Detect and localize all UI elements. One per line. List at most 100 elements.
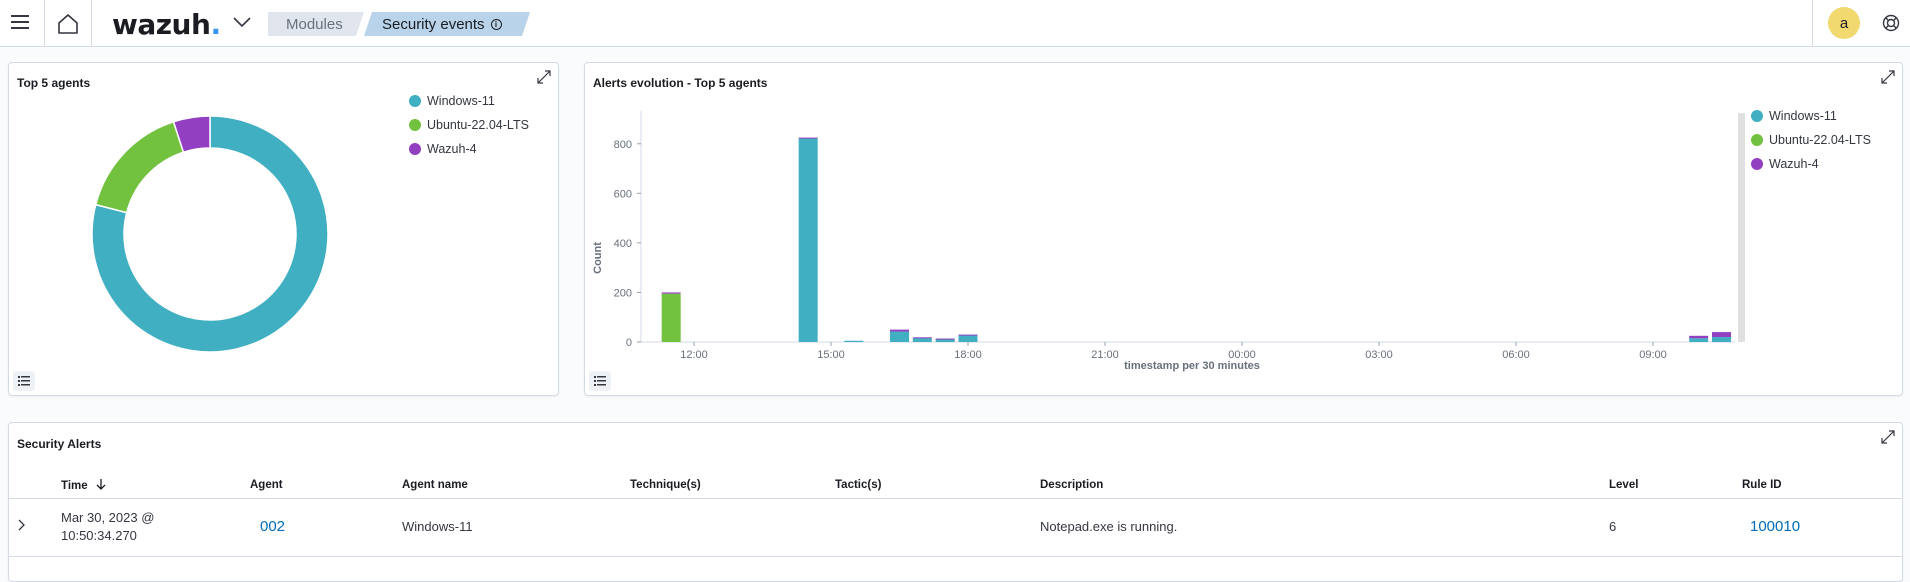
user-avatar[interactable]: a xyxy=(1828,7,1860,39)
bar-segment[interactable] xyxy=(844,340,864,342)
agent-id-link[interactable]: 002 xyxy=(260,518,286,535)
alerts-evolution-panel: Alerts evolution - Top 5 agents 0 200 400 6… xyxy=(584,62,1903,396)
bar-segment[interactable] xyxy=(912,337,932,339)
column-header-description[interactable]: Description xyxy=(1040,479,1104,491)
legend-label: Wazuh-4 xyxy=(1769,157,1819,171)
top-agents-legend: Windows-11 Ubuntu-22.04-LTS Wazuh-4 xyxy=(409,89,529,161)
column-header-level[interactable]: Level xyxy=(1609,479,1639,491)
bar-segment[interactable] xyxy=(958,334,978,336)
legend-dot xyxy=(1751,110,1763,122)
sort-down-icon xyxy=(96,479,106,490)
header-divider xyxy=(1812,0,1813,47)
brush-handle[interactable] xyxy=(1738,113,1745,342)
home-button[interactable] xyxy=(44,0,92,47)
list-icon xyxy=(18,376,30,386)
security-alerts-panel: Security Alerts Time Agent Agent name Te… xyxy=(8,422,1903,582)
y-tick-label: 0 xyxy=(626,337,632,349)
rule-id-link[interactable]: 100010 xyxy=(1750,518,1801,535)
legend-dot xyxy=(409,119,421,131)
expand-row-chevron-icon[interactable] xyxy=(18,519,26,534)
bar-segment[interactable] xyxy=(1689,338,1709,342)
wazuh-logo[interactable]: wazuh. xyxy=(112,8,221,41)
x-tick-label: 03:00 xyxy=(1365,349,1393,361)
bar-segment[interactable] xyxy=(1689,335,1709,339)
y-axis-title: Count xyxy=(592,242,604,274)
legend-item[interactable]: Ubuntu-22.04-LTS xyxy=(409,113,529,137)
toggle-legend-button[interactable] xyxy=(589,371,611,391)
legend-item[interactable]: Wazuh-4 xyxy=(409,137,529,161)
bar-segment[interactable] xyxy=(1712,337,1731,342)
expand-icon[interactable] xyxy=(1880,69,1896,85)
bar-segment[interactable] xyxy=(958,335,978,342)
column-header-time[interactable]: Time xyxy=(61,479,106,492)
table-row[interactable]: Mar 30, 2023 @10:50:34.270 002 Windows-1… xyxy=(9,499,1902,557)
legend-item[interactable]: Wazuh-4 xyxy=(1751,152,1871,176)
legend-label: Windows-11 xyxy=(1769,109,1837,123)
list-icon xyxy=(594,376,606,386)
legend-dot xyxy=(409,95,421,107)
legend-label: Windows-11 xyxy=(427,94,495,108)
expand-icon[interactable] xyxy=(1880,429,1896,445)
column-header-techniques[interactable]: Technique(s) xyxy=(630,479,701,491)
alerts-bar-chart: 0 200 400 600 800 12:00 15:00 18:00 21:00 00:00 03… xyxy=(592,111,1745,372)
x-tick-label: 12:00 xyxy=(680,349,708,361)
legend-label: Wazuh-4 xyxy=(427,142,477,156)
bar-segment[interactable] xyxy=(661,293,681,342)
legend-dot xyxy=(1751,158,1763,170)
panel-title: Security Alerts xyxy=(17,437,102,451)
bar-segment[interactable] xyxy=(1712,332,1731,338)
legend-item[interactable]: Windows-11 xyxy=(409,89,529,113)
x-axis-title: timestamp per 30 minutes xyxy=(1124,360,1260,372)
info-icon[interactable]: i xyxy=(491,19,502,30)
table-header: Time Agent Agent name Technique(s) Tacti… xyxy=(9,469,1902,499)
donut-slice[interactable] xyxy=(172,115,211,154)
column-header-tactics[interactable]: Tactic(s) xyxy=(835,479,882,491)
panel-title: Top 5 agents xyxy=(17,76,91,90)
panel-title: Alerts evolution - Top 5 agents xyxy=(593,76,768,90)
legend-item[interactable]: Ubuntu-22.04-LTS xyxy=(1751,128,1871,152)
x-tick-label: 18:00 xyxy=(954,349,982,361)
legend-label: Ubuntu-22.04-LTS xyxy=(427,118,529,132)
help-icon[interactable] xyxy=(1879,11,1903,35)
bar-segment[interactable] xyxy=(935,339,955,342)
alert-description: Notepad.exe is running. xyxy=(1040,519,1178,534)
column-header-rule-id[interactable]: Rule ID xyxy=(1742,479,1782,491)
breadcrumb-security-events: Security events i xyxy=(364,12,530,36)
menu-icon[interactable] xyxy=(8,10,32,34)
y-tick-label: 200 xyxy=(614,287,632,299)
donut-slice[interactable] xyxy=(91,115,329,353)
home-icon xyxy=(58,13,78,34)
x-tick-label: 21:00 xyxy=(1091,349,1119,361)
donut-chart xyxy=(91,115,329,353)
chevron-down-icon[interactable] xyxy=(230,10,254,34)
column-header-agent-name[interactable]: Agent name xyxy=(402,479,468,491)
bar-segment[interactable] xyxy=(798,137,818,139)
bar-segment[interactable] xyxy=(890,329,909,332)
legend-label: Ubuntu-22.04-LTS xyxy=(1769,133,1871,147)
agent-name: Windows-11 xyxy=(402,519,473,534)
expand-icon[interactable] xyxy=(536,69,552,85)
y-tick-label: 600 xyxy=(614,188,632,200)
x-tick-label: 00:00 xyxy=(1228,349,1256,361)
breadcrumb-modules[interactable]: Modules xyxy=(268,12,364,36)
x-tick-label: 06:00 xyxy=(1502,349,1530,361)
column-header-agent[interactable]: Agent xyxy=(250,479,283,491)
y-tick-label: 800 xyxy=(614,139,632,151)
legend-dot xyxy=(1751,134,1763,146)
legend-dot xyxy=(409,143,421,155)
alerts-legend: Windows-11 Ubuntu-22.04-LTS Wazuh-4 xyxy=(1751,104,1871,176)
bar-segment[interactable] xyxy=(890,331,909,342)
alert-time: Mar 30, 2023 @10:50:34.270 xyxy=(61,510,155,543)
alert-level: 6 xyxy=(1609,519,1617,534)
bar-segment[interactable] xyxy=(912,338,932,342)
y-tick-label: 400 xyxy=(614,238,632,250)
top-agents-panel: Top 5 agents Windows-11 Ubuntu-22.04-LTS… xyxy=(8,62,559,396)
bar-segment[interactable] xyxy=(798,138,818,342)
bar-segment[interactable] xyxy=(661,292,681,294)
bar-segment[interactable] xyxy=(935,338,955,340)
top-nav-bar: wazuh. Modules Security events i a xyxy=(0,0,1910,47)
toggle-legend-button[interactable] xyxy=(13,371,35,391)
x-tick-label: 09:00 xyxy=(1639,349,1667,361)
donut-slice[interactable] xyxy=(94,120,185,214)
legend-item[interactable]: Windows-11 xyxy=(1751,104,1871,128)
